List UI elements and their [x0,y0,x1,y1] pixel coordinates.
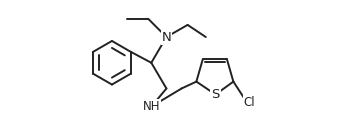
Text: S: S [211,88,220,101]
Text: Cl: Cl [244,96,255,109]
Text: N: N [161,31,171,44]
Text: NH: NH [143,100,160,113]
